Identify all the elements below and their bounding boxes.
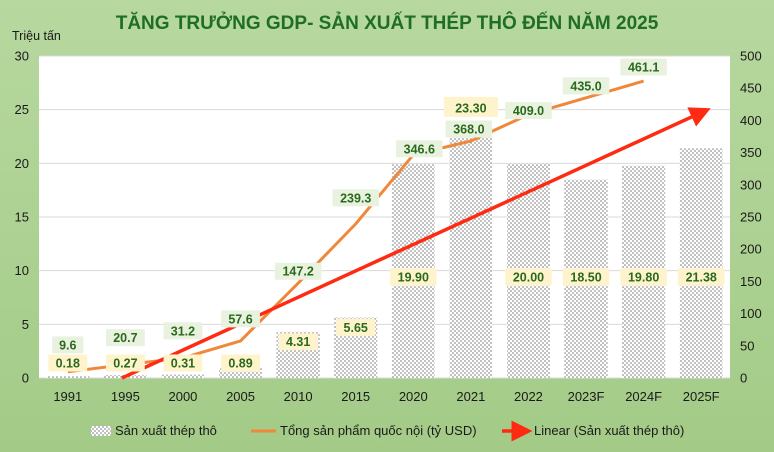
gdp-label-2020-text: 346.6 [404, 142, 435, 156]
bar-label-2005: 0.89 [221, 354, 260, 372]
legend-item-linear: Linear (Sản xuất thép thô) [502, 420, 684, 442]
gdp-label-1991-text: 9.6 [59, 338, 76, 352]
bar-label-2024F-text: 19.80 [628, 271, 659, 285]
bar-2025F [679, 148, 723, 378]
y-left-tick-label: 5 [22, 317, 29, 332]
bar-label-2022: 20.00 [505, 268, 552, 286]
bar-2005 [219, 368, 263, 378]
bar-label-2025F-text: 21.38 [686, 271, 717, 285]
y-left-tick-label: 0 [22, 371, 29, 386]
gdp-label-2024F-text: 461.1 [628, 61, 659, 75]
x-tick-label: 2000 [168, 389, 197, 404]
trend-arrow [121, 107, 711, 380]
y-left-tick-label: 10 [15, 263, 29, 278]
bar-label-2023F: 18.50 [562, 268, 610, 286]
y-right-tick-label: 350 [740, 145, 762, 160]
x-tick-label: 2010 [284, 389, 313, 404]
legend-swatch-steel [91, 426, 111, 436]
gdp-label-2015-text: 239.3 [340, 191, 371, 205]
bar-1991 [46, 376, 90, 378]
y-right-tick-label: 300 [740, 177, 762, 192]
linear-trendline [121, 107, 711, 380]
x-tick-label: 2022 [514, 389, 543, 404]
bar-label-1995-text: 0.27 [113, 357, 137, 371]
gdp-label-1995-text: 20.7 [113, 331, 137, 345]
chart-title: TĂNG TRƯỞNG GDP- SẢN XUẤT THÉP THÔ ĐẾN N… [116, 12, 659, 34]
x-tick-label: 2025F [683, 389, 720, 404]
legend-label-linear: Linear (Sản xuất thép thô) [534, 423, 684, 438]
bar-label-2020: 19.90 [390, 268, 437, 286]
bar-label-2024F: 19.80 [620, 268, 667, 286]
gdp-label-2005: 57.6 [221, 310, 260, 328]
axes: 0510152025300501001502002503003504004505… [15, 49, 762, 405]
y-right-tick-label: 500 [740, 49, 762, 64]
y-right-tick-label: 0 [740, 371, 747, 386]
y-axis-unit-label: Triệu tấn [12, 29, 61, 43]
gridlines [39, 55, 730, 379]
y-right-tick-label: 250 [740, 210, 762, 225]
x-tick-label: 2005 [226, 389, 255, 404]
bar-label-2015-text: 5.65 [344, 321, 368, 335]
x-tick-label: 2023F [568, 389, 605, 404]
bar-label-2023F-text: 18.50 [570, 271, 601, 285]
bar-label-2000-text: 0.31 [171, 357, 195, 371]
x-tick-label: 2021 [456, 389, 485, 404]
legend-item-steel: Sản xuất thép thô [91, 423, 217, 438]
gdp-label-1991: 9.6 [52, 336, 84, 354]
bar-2021 [449, 127, 493, 378]
y-left-tick-label: 25 [15, 102, 29, 117]
gdp-label-2021-text: 368.0 [453, 123, 484, 137]
y-left-tick-label: 20 [15, 156, 29, 171]
y-right-tick-label: 200 [740, 242, 762, 257]
bar-label-2021-text: 23.30 [455, 101, 486, 115]
x-tick-label: 1995 [111, 389, 140, 404]
bar-label-1995: 0.27 [105, 354, 145, 372]
x-tick-label: 1991 [53, 389, 82, 404]
gdp-label-1995: 20.7 [105, 329, 145, 347]
gdp-label-2023F: 435.0 [562, 77, 610, 95]
data-labels: 0.18 0.27 0.31 0.89 4.31 5.65 19.90 23.30 20.00 1… [48, 58, 725, 372]
x-tick-label: 2020 [399, 389, 428, 404]
gdp-label-2023F-text: 435.0 [570, 79, 601, 93]
gdp-label-2022-text: 409.0 [513, 104, 544, 118]
gdp-label-2024F: 461.1 [620, 58, 667, 76]
gdp-label-2005-text: 57.6 [228, 312, 252, 326]
gdp-label-2022: 409.0 [505, 102, 552, 120]
bar-label-2025F: 21.38 [677, 268, 725, 286]
bar-label-2020-text: 19.90 [398, 271, 429, 285]
bar-label-2015: 5.65 [336, 318, 376, 336]
gdp-label-2000: 31.2 [163, 322, 203, 340]
y-right-tick-label: 50 [740, 338, 754, 353]
gdp-label-2021: 368.0 [445, 120, 493, 138]
bar-label-2022-text: 20.00 [513, 271, 544, 285]
y-right-tick-label: 100 [740, 306, 762, 321]
bar-label-1991-text: 0.18 [56, 357, 80, 371]
y-right-tick-label: 150 [740, 274, 762, 289]
y-right-tick-label: 400 [740, 113, 762, 128]
bar-2000 [161, 374, 205, 378]
legend: Sản xuất thép thô Tổng sản phẩm quốc nội … [91, 420, 684, 442]
bar-label-2010-text: 4.31 [286, 335, 310, 349]
bar-label-2000: 0.31 [163, 354, 203, 372]
x-tick-label: 2015 [341, 389, 370, 404]
bar-label-1991: 0.18 [48, 354, 88, 372]
y-left-tick-label: 30 [15, 49, 29, 64]
legend-label-steel: Sản xuất thép thô [115, 423, 217, 438]
legend-label-gdp: Tổng sản phẩm quốc nội (tỷ USD) [280, 423, 477, 438]
legend-item-gdp: Tổng sản phẩm quốc nội (tỷ USD) [251, 423, 477, 438]
gdp-label-2020: 346.6 [396, 140, 443, 158]
x-tick-label: 2024F [625, 389, 662, 404]
gdp-label-2015: 239.3 [332, 189, 379, 207]
bar-label-2010: 4.31 [278, 333, 318, 351]
y-right-tick-label: 450 [740, 81, 762, 96]
bar-label-2021: 23.30 [443, 96, 498, 117]
y-left-tick-label: 15 [15, 210, 29, 225]
gdp-label-2010-text: 147.2 [282, 265, 313, 279]
bar-label-2005-text: 0.89 [228, 357, 252, 371]
gdp-label-2010: 147.2 [274, 262, 322, 280]
gdp-label-2000-text: 31.2 [171, 324, 195, 338]
